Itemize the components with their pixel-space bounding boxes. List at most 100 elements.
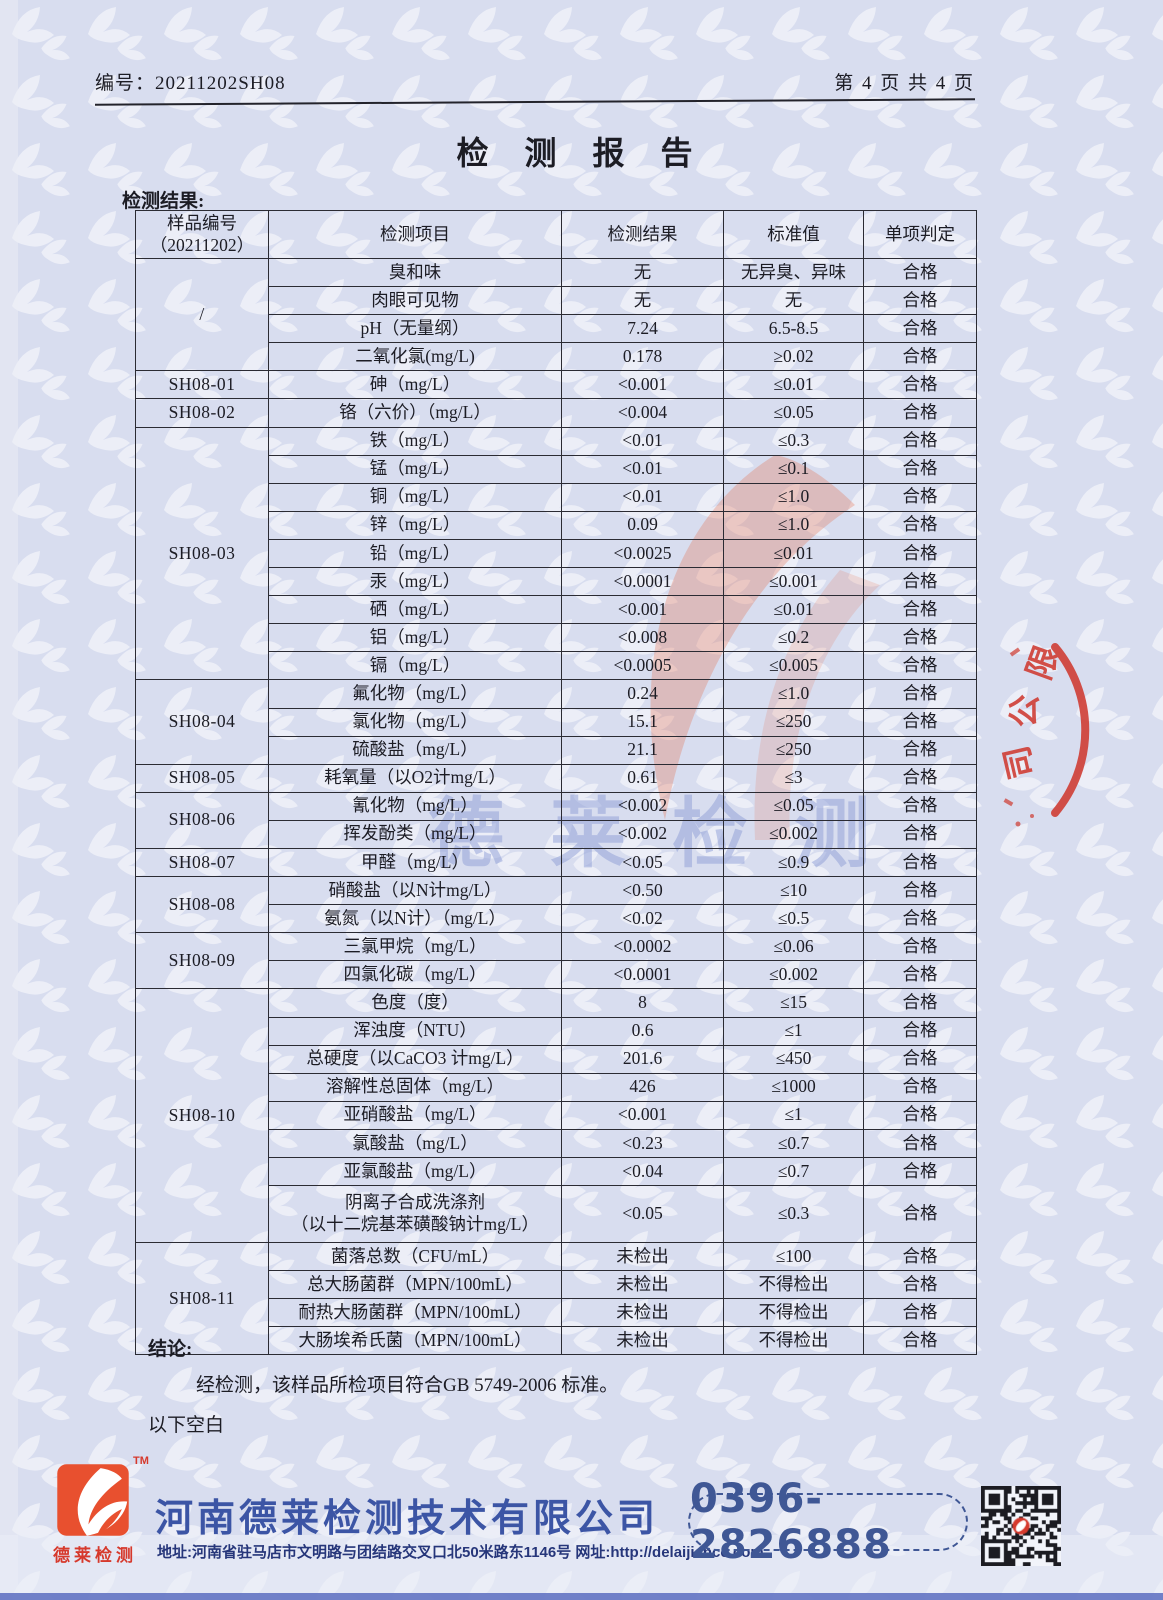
- bottom-edge-strip: [0, 1593, 1163, 1600]
- sample-id-cell: SH08-03: [135, 426, 269, 681]
- item-cell: 铅（mg/L）: [268, 538, 562, 569]
- result-cell: <0.0002: [561, 932, 724, 962]
- judgement-cell: 合格: [863, 595, 977, 625]
- item-cell: 阴离子合成洗涤剂 （以十二烷基苯磺酸钠计mg/L）: [268, 1185, 562, 1244]
- result-cell: <0.002: [561, 819, 724, 849]
- result-cell: 0.178: [561, 342, 724, 372]
- table-row: SH08-03 铁（mg/L） <0.01 ≤0.3 合格: [135, 426, 977, 681]
- item-cell: 砷（mg/L）: [268, 370, 562, 400]
- header-item: 检测项目: [268, 210, 562, 259]
- table-row: 二氧化氯(mg/L) 0.178 ≥0.02 合格: [136, 342, 977, 372]
- item-cell: 锰（mg/L）: [268, 454, 562, 484]
- result-cell: <0.008: [561, 623, 724, 653]
- report-title: 检 测 报 告: [456, 135, 707, 171]
- table-row: 总大肠菌群（MPN/100mL） 未检出 不得检出 合格: [136, 1270, 977, 1300]
- phone-number: 0396-2826888: [690, 1476, 892, 1568]
- item-cell: 汞（mg/L）: [268, 567, 562, 597]
- table-row: SH08-02 铬（六价）（mg/L） <0.004 ≤0.05 合格: [135, 398, 977, 428]
- table-row: SH08-11 菌落总数（CFU/mL） 未检出 ≤100 合格: [135, 1242, 977, 1356]
- standard-cell: ≤1.0: [723, 679, 864, 709]
- document-number: 编号：20211202SH08: [95, 73, 286, 94]
- result-cell: 未检出: [561, 1242, 724, 1272]
- standard-cell: ≤0.9: [723, 847, 864, 878]
- item-cell: 二氧化氯(mg/L): [268, 342, 562, 372]
- table-row: 锰（mg/L） <0.01 ≤0.1 合格: [136, 454, 977, 484]
- result-cell: <0.0005: [561, 651, 724, 681]
- result-cell: 0.24: [561, 679, 724, 709]
- item-cell: 氟化物（mg/L）: [268, 679, 562, 709]
- judgement-cell: 合格: [863, 1270, 977, 1300]
- result-cell: 8: [561, 988, 724, 1018]
- standard-cell: 无异臭、异味: [723, 257, 864, 288]
- judgement-cell: 合格: [863, 454, 977, 484]
- item-cell: 氨氮（以N计）（mg/L）: [268, 904, 562, 934]
- result-cell: <0.23: [561, 1128, 724, 1159]
- sample-id-cell: SH08-04: [135, 679, 269, 765]
- table-row: 大肠埃希氏菌（MPN/100mL） 未检出 不得检出 合格: [136, 1326, 977, 1356]
- item-cell: 甲醛（mg/L）: [268, 847, 562, 878]
- logo-caption: 德莱检测: [53, 1546, 137, 1565]
- result-cell: <0.004: [561, 398, 724, 428]
- judgement-cell: 合格: [863, 735, 977, 765]
- judgement-cell: 合格: [863, 1072, 977, 1102]
- sample-id-cell: SH08-05: [135, 763, 269, 793]
- result-cell: 426: [561, 1072, 724, 1102]
- judgement-cell: 合格: [863, 1298, 977, 1328]
- result-cell: 0.6: [561, 1016, 724, 1046]
- judgement-cell: 合格: [863, 960, 977, 990]
- item-cell: 铬（六价）（mg/L）: [268, 398, 562, 428]
- result-cell: <0.05: [561, 1185, 724, 1244]
- standard-cell: ≤0.7: [723, 1156, 864, 1187]
- result-cell: <0.001: [561, 370, 724, 400]
- header-judgement: 单项判定: [863, 210, 977, 259]
- trademark-symbol: TM: [133, 1455, 149, 1467]
- phone-box: 0396-2826888: [688, 1476, 968, 1568]
- standard-cell: ≤450: [723, 1044, 864, 1074]
- item-cell: 硫酸盐（mg/L）: [268, 735, 562, 765]
- standard-cell: 6.5-8.5: [723, 314, 864, 344]
- judgement-cell: 合格: [863, 314, 977, 344]
- table-row: SH08-10 色度（度） 8 ≤15 合格: [135, 988, 977, 1244]
- judgement-cell: 合格: [863, 426, 977, 456]
- sample-id-cell: SH08-07: [135, 847, 269, 878]
- result-cell: <0.50: [561, 876, 724, 906]
- standard-cell: ≤250: [723, 735, 864, 765]
- header-sample-id: 样品编号 （20211202）: [135, 210, 269, 259]
- result-cell: <0.0025: [561, 538, 724, 569]
- standard-cell: 不得检出: [723, 1326, 864, 1356]
- standard-cell: ≤3: [723, 763, 864, 793]
- table-row: 氯化物（mg/L） 15.1 ≤250 合格: [136, 707, 977, 737]
- item-cell: 浑浊度（NTU）: [268, 1016, 562, 1046]
- result-cell: 21.1: [561, 735, 724, 765]
- judgement-cell: 合格: [863, 286, 977, 316]
- sample-id-cell: SH08-06: [135, 791, 269, 849]
- table-row: 镉（mg/L） <0.0005 ≤0.005 合格: [136, 651, 977, 681]
- result-cell: <0.04: [561, 1156, 724, 1187]
- judgement-cell: 合格: [863, 567, 977, 597]
- result-cell: <0.01: [561, 454, 724, 484]
- judgement-cell: 合格: [863, 1128, 977, 1159]
- judgement-cell: 合格: [863, 763, 977, 793]
- conclusion-label: 结论:: [148, 1339, 193, 1360]
- item-cell: 亚硝酸盐（mg/L）: [268, 1100, 562, 1130]
- judgement-cell: 合格: [863, 1016, 977, 1046]
- standard-cell: ≤0.001: [723, 567, 864, 597]
- results-table: 样品编号 （20211202） 检测项目 检测结果 标准值 单项判定 / 臭和味无…: [135, 210, 977, 1356]
- item-cell: 色度（度）: [268, 988, 562, 1018]
- qr-code: [981, 1486, 1061, 1566]
- table-row: pH（无量纲） 7.24 6.5-8.5 合格: [136, 314, 977, 344]
- judgement-cell: 合格: [863, 791, 977, 821]
- judgement-cell: 合格: [863, 932, 977, 962]
- standard-cell: ≤250: [723, 707, 864, 737]
- table-row: SH08-09 三氯甲烷（mg/L） <0.0002 ≤0.06 合格: [135, 932, 977, 990]
- result-cell: <0.002: [561, 791, 724, 821]
- company-address: 地址:河南省驻马店市文明路与团结路交叉口北50米路东1146号 网址:http:…: [157, 1544, 764, 1561]
- conclusion-text: 经检测，该样品所检项目符合GB 5749-2006 标准。: [196, 1375, 619, 1396]
- judgement-cell: 合格: [863, 1100, 977, 1130]
- standard-cell: ≤0.3: [723, 1185, 864, 1244]
- result-cell: <0.02: [561, 904, 724, 934]
- table-row: SH08-05 耗氧量（以O2计mg/L） 0.61 ≤3 合格: [135, 763, 977, 793]
- result-cell: 7.24: [561, 314, 724, 344]
- standard-cell: ≤1000: [723, 1072, 864, 1102]
